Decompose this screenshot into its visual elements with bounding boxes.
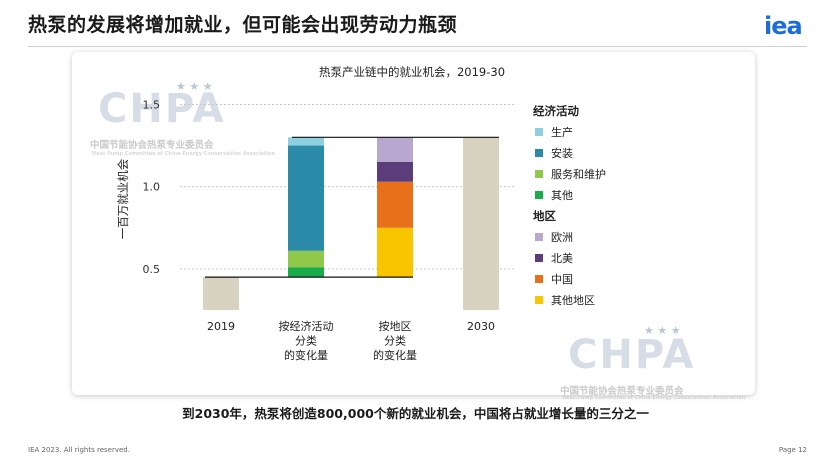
watermark-logo-top: CHPA xyxy=(98,86,226,132)
page-number: Page 12 xyxy=(778,446,807,454)
legend-swatch xyxy=(535,275,543,283)
x-category-label: 的变化量 xyxy=(284,348,328,362)
bar-2030 xyxy=(463,137,499,310)
watermark-tiny-top: Heat Pump Committee of China Energy Cons… xyxy=(92,151,276,157)
x-category-label: 的变化量 xyxy=(373,348,417,362)
legend-swatch xyxy=(535,254,543,262)
chart-caption: 到2030年，热泵将创造800,000个新的就业机会，中国将占就业增长量的三分之… xyxy=(182,406,649,421)
y-tick-label: 1.0 xyxy=(143,181,161,194)
watermark-stars-icon: ★ ★ ★ xyxy=(176,80,213,93)
region-segment xyxy=(377,137,413,162)
activity-segment xyxy=(288,267,324,278)
y-tick-label: 1.5 xyxy=(143,98,161,111)
watermark-stars-icon-2: ★ ★ ★ xyxy=(644,324,681,337)
region-segment xyxy=(377,162,413,182)
legend-swatch xyxy=(535,170,543,178)
x-category-label: 2019 xyxy=(207,320,235,333)
chart-title: 热泵产业链中的就业机会，2019-30 xyxy=(319,65,505,79)
legend-swatch xyxy=(535,149,543,157)
watermark-text-top: 中国节能协会热泵专业委员会 xyxy=(90,140,214,151)
y-axis-label: 一百万就业机会 xyxy=(116,158,130,239)
legend-label: 中国 xyxy=(551,273,573,286)
watermark-logo-bottom: CHPA xyxy=(568,332,696,378)
x-category-label: 2030 xyxy=(467,320,495,333)
watermark-tiny-bottom: Heat Pump Committee of China Energy Cons… xyxy=(562,395,746,401)
legend-label: 欧洲 xyxy=(551,231,573,244)
iea-logo: iea xyxy=(764,12,803,40)
legend-label: 服务和维护 xyxy=(551,167,606,181)
legend-label: 其他地区 xyxy=(551,294,595,307)
header-divider xyxy=(28,46,807,47)
legend-swatch xyxy=(535,128,543,136)
legend-label: 安装 xyxy=(551,146,573,160)
x-category-label: 分类 xyxy=(384,334,406,348)
x-category-label: 按经济活动 xyxy=(279,319,334,333)
legend-label: 生产 xyxy=(551,125,573,139)
activity-segment xyxy=(288,145,324,251)
chart-card xyxy=(72,52,755,395)
legend-label: 北美 xyxy=(551,252,573,265)
region-segment xyxy=(377,227,413,278)
bar-2019 xyxy=(203,277,239,310)
jobs-chart: 热泵产业链中的就业机会，2019-30 0.5 1.0 1.5 一百万就业机会 2019 按… xyxy=(116,65,606,362)
legend-heading: 地区 xyxy=(533,209,556,223)
x-category-label: 分类 xyxy=(295,334,317,348)
y-tick-label: 0.5 xyxy=(143,263,161,276)
legend-label: 其他 xyxy=(551,189,573,202)
activity-segment xyxy=(288,137,324,146)
legend-swatch xyxy=(535,191,543,199)
x-category-label: 按地区 xyxy=(379,319,412,333)
region-segment xyxy=(377,181,413,228)
legend-swatch xyxy=(535,233,543,241)
legend-swatch xyxy=(535,296,543,304)
legend-heading: 经济活动 xyxy=(533,104,579,118)
copyright-text: IEA 2023. All rights reserved. xyxy=(28,446,130,454)
watermark-text-bottom: 中国节能协会热泵专业委员会 xyxy=(560,386,684,397)
page-title: 热泵的发展将增加就业，但可能会出现劳动力瓶颈 xyxy=(28,14,458,36)
activity-segment xyxy=(288,250,324,268)
